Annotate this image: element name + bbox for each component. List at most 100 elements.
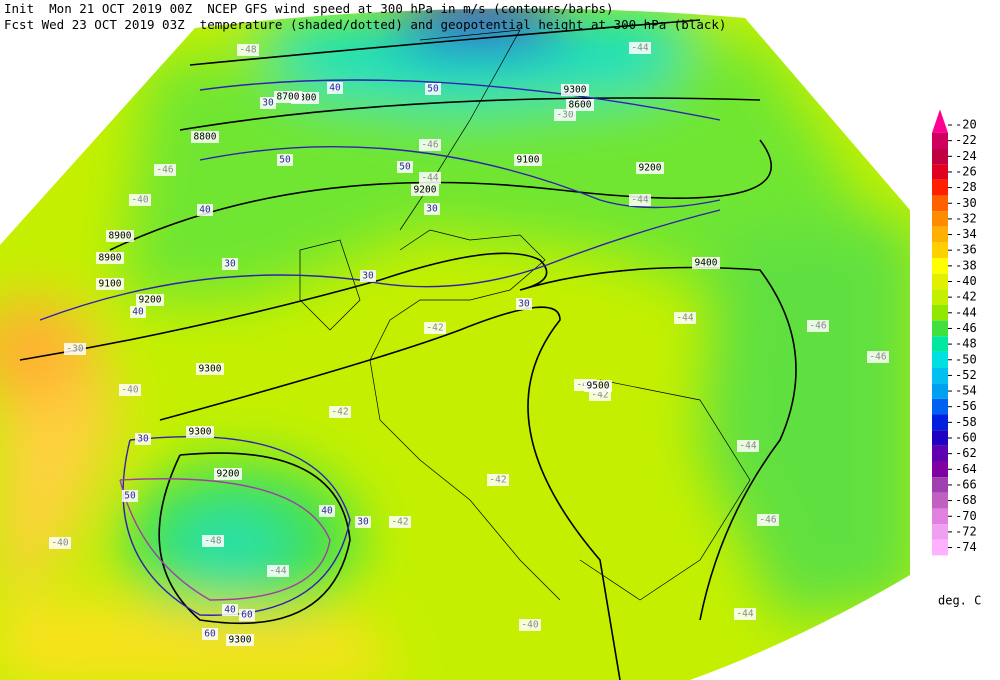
map-label-box xyxy=(327,82,343,94)
colorbar-swatch xyxy=(932,414,948,431)
colorbar-label: -28 xyxy=(955,180,977,194)
wind-label: 30 xyxy=(357,517,369,528)
map-labels: -48 -46 -46 -44 -44 -40 -40 -42 -42 -42 -42 -44 -44 -… xyxy=(49,42,889,646)
wind-label: 40 xyxy=(224,605,236,616)
colorbar-swatch xyxy=(932,336,948,352)
map-label-box xyxy=(419,139,441,151)
colorbar-swatch xyxy=(932,351,948,368)
height-label: 9300 xyxy=(229,635,252,646)
colorbar-swatch xyxy=(932,242,948,259)
map-label-box xyxy=(674,312,696,324)
colorbar-unit: deg. C xyxy=(938,594,981,608)
temperature-label: -44 xyxy=(676,313,693,324)
map-label-box xyxy=(260,97,276,109)
colorbar-swatch xyxy=(932,273,948,290)
colorbar-label: -30 xyxy=(955,196,977,210)
colorbar-swatch xyxy=(932,211,948,227)
colorbar-label: -60 xyxy=(955,431,977,445)
colorbar-swatch xyxy=(932,164,948,180)
colorbar-label: -40 xyxy=(955,274,977,288)
map-label-box xyxy=(64,343,86,355)
wind-label: 30 xyxy=(426,204,438,215)
temperature-label: -44 xyxy=(739,441,756,452)
colorbar-swatch xyxy=(932,398,948,415)
map-label-box xyxy=(329,406,351,418)
colorbar-label: -36 xyxy=(955,243,977,257)
height-label: 9300 xyxy=(294,93,317,104)
colorbar-swatch xyxy=(932,304,948,321)
temperature-label: -46 xyxy=(156,165,173,176)
map-label-box xyxy=(355,516,371,528)
map-label-box xyxy=(867,351,889,363)
map-label-box xyxy=(222,604,238,616)
wind-label: 40 xyxy=(132,307,144,318)
map-label-box xyxy=(734,608,756,620)
colorbar-label: -44 xyxy=(955,305,977,319)
map-label-box xyxy=(202,628,218,640)
wind-label: 30 xyxy=(518,299,530,310)
height-label: 8700 xyxy=(277,92,300,103)
wind-label: 50 xyxy=(427,84,439,95)
colorbar: -20-22 -24-26 -28 -30-32 -34 -36-38 -40 -42-44 -… xyxy=(932,109,977,556)
colorbar-label: -22 xyxy=(955,133,977,147)
colorbar-swatch xyxy=(932,195,948,212)
map-label-box xyxy=(360,270,376,282)
wind-label: 30 xyxy=(262,98,274,109)
temperature-label: -46 xyxy=(809,321,826,332)
temperature-label: -42 xyxy=(391,517,408,528)
map-label-box xyxy=(135,433,151,445)
height-label: 8800 xyxy=(194,132,217,143)
colorbar-swatch xyxy=(932,508,948,525)
map-label-box xyxy=(561,84,589,96)
map-label-box xyxy=(516,298,532,310)
wind-label: 60 xyxy=(204,629,216,640)
wind-contours xyxy=(39,79,721,616)
map-label-box xyxy=(129,194,151,206)
temperature-label: -40 xyxy=(51,538,68,549)
height-label: 9300 xyxy=(189,427,212,438)
colorbar-swatch xyxy=(932,430,948,446)
colorbar-swatch xyxy=(932,258,948,274)
wind-label: 50 xyxy=(279,155,291,166)
colorbar-swatch xyxy=(932,383,948,399)
map-label-box xyxy=(274,91,302,103)
temperature-label: -44 xyxy=(631,195,648,206)
temperature-label: -44 xyxy=(736,609,753,620)
temperature-label: -42 xyxy=(331,407,348,418)
height-label: 9200 xyxy=(139,295,162,306)
colorbar-label: -24 xyxy=(955,149,977,163)
map-label-box xyxy=(122,490,138,502)
map-label-box xyxy=(411,184,439,196)
colorbar-label: -20 xyxy=(955,118,977,132)
wind-label: 40 xyxy=(329,83,341,94)
temperature-label: -48 xyxy=(239,45,256,56)
height-label: 9200 xyxy=(217,469,240,480)
map-label-box xyxy=(692,257,720,269)
colorbar-swatch xyxy=(932,179,948,196)
temperature-label: -46 xyxy=(759,515,776,526)
temperature-label: -40 xyxy=(131,195,148,206)
colorbar-swatch xyxy=(932,539,948,556)
height-label: 8900 xyxy=(99,253,122,264)
colorbar-swatch xyxy=(932,367,948,384)
colorbar-label: -64 xyxy=(955,462,977,476)
map-label-box xyxy=(202,535,224,547)
map-label-box xyxy=(397,161,413,173)
colorbar-label: -68 xyxy=(955,493,977,507)
map-label-box xyxy=(154,164,176,176)
colorbar-swatch xyxy=(932,226,948,243)
colorbar-swatch xyxy=(932,492,948,509)
map-label-box xyxy=(196,363,224,375)
map-label-box xyxy=(807,320,829,332)
map-label-box xyxy=(277,154,293,166)
temperature-label: -40 xyxy=(121,385,138,396)
map-label-box xyxy=(197,204,213,216)
temperature-label: -44 xyxy=(631,43,648,54)
colorbar-label: -42 xyxy=(955,290,977,304)
height-label: 9300 xyxy=(564,85,587,96)
temperature-label: -48 xyxy=(204,536,221,547)
colorbar-label: -56 xyxy=(955,399,977,413)
colorbar-swatch xyxy=(932,461,948,478)
map-label-box xyxy=(419,172,441,184)
